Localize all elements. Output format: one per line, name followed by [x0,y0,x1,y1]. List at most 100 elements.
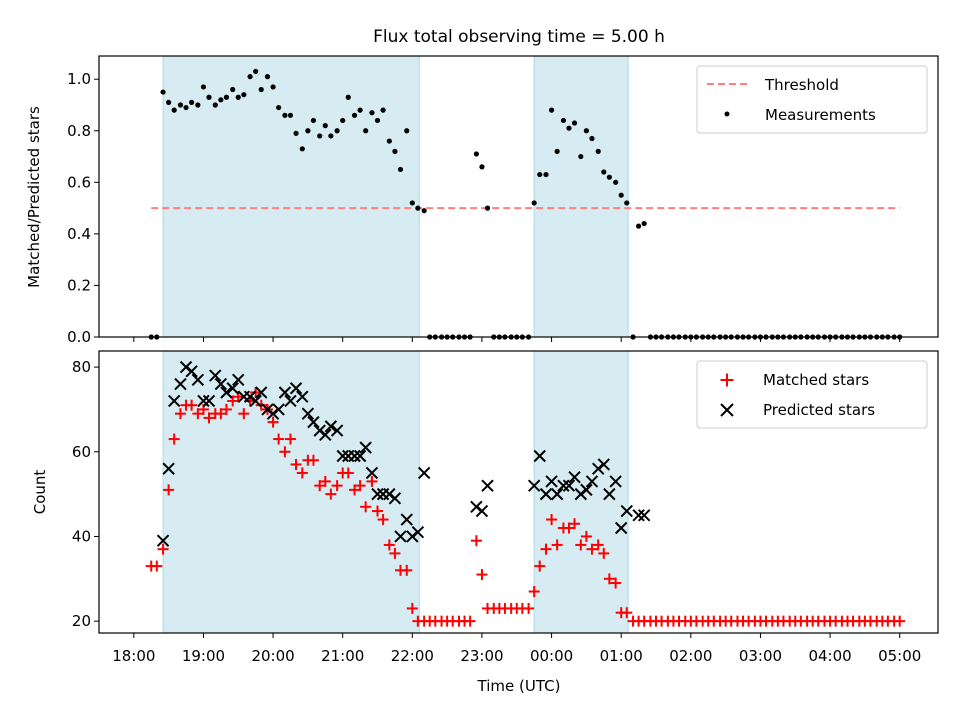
predicted-star-point [209,369,222,382]
x-tick-label: 20:00 [251,647,294,665]
top-y-tick-label: 0.4 [67,225,91,243]
predicted-star-point [289,382,303,395]
predicted-star-point [167,394,181,408]
matched-star-point [377,514,389,526]
measurement-point [235,94,241,100]
predicted-star-point [411,526,425,539]
predicted-star-point [174,377,187,391]
matched-star-point [319,475,331,487]
top-y-tick-label: 0.8 [67,122,91,140]
top-y-axis-label: Matched/Predicted stars [25,106,43,288]
measurement-point [589,135,595,142]
matched-star-point [540,543,552,555]
measurement-point [276,104,282,111]
matched-star-point [551,539,563,551]
x-tick-label: 22:00 [391,647,434,665]
predicted-star-point [162,462,175,475]
measurement-point [345,94,351,100]
bottom-y-tick-label: 40 [72,527,91,545]
predicted-star-point [255,386,268,399]
predicted-star-point [232,373,245,386]
matched-star-point [476,569,488,581]
measurement-point [618,192,624,198]
bottom-y-tick-label: 20 [72,612,91,630]
measurement-point [595,148,601,154]
measurement-point [566,125,572,131]
matched-star-point [163,484,175,496]
measurement-point [241,92,247,98]
observing-window-2 [533,55,629,338]
predicted-star-point [353,449,367,463]
measurement-point [223,94,230,100]
x-tick-label: 23:00 [460,647,503,665]
predicted-star-point [348,449,361,463]
predicted-star-point [562,479,576,492]
predicted-star-point [371,487,384,501]
bottom-y-ticks: 20 40 60 80 [72,358,99,630]
top-y-tick-label: 0.0 [67,328,91,346]
measurement-point [397,166,404,173]
predicted-star-point [330,424,344,437]
predicted-star-point [637,509,651,522]
measurement-point [404,128,410,134]
measurement-point [212,102,218,108]
predicted-star-point [580,483,593,497]
matched-star-point [174,408,186,420]
legend-predicted-swatch [720,403,734,417]
measurement-point [380,107,386,113]
measurement-point [636,223,642,229]
top-legend: Threshold Measurements [696,65,928,134]
predicted-star-point [359,441,372,454]
matched-star-point [325,488,337,500]
predicted-star-point [400,513,413,526]
predicted-star-point [220,386,233,399]
measurement-point [531,200,537,206]
measurement-point [310,117,317,124]
measurement-point [421,208,427,214]
x-tick-label: 21:00 [321,647,364,665]
predicted-star-point [585,475,599,488]
measurement-point [357,107,363,113]
predicted-star-point [614,521,628,535]
predicted-star-point [307,415,320,429]
measurement-point [287,112,294,118]
matched-star-point [366,475,378,487]
matched-star-point [546,514,558,526]
measurement-point [230,86,236,93]
measurement-point [606,174,612,180]
chart-title: Flux total observing time = 5.00 h [373,27,665,47]
measurement-point [351,112,358,118]
matched-star-point [267,416,279,428]
x-tick-label: 19:00 [182,647,225,665]
predicted-star-point [185,365,198,378]
legend-matched-swatch [720,373,734,387]
measurement-point [543,171,549,178]
measurement-point [293,130,299,136]
measurement-point [363,128,369,134]
matched-star-point [279,446,291,458]
matched-star-point [290,458,302,470]
predicted-star-point [197,394,210,408]
measurement-point [554,148,560,154]
matched-star-point [203,412,215,424]
matched-star-point [307,454,319,466]
matched-star-markers [145,386,906,627]
observing-window-shading [162,55,629,338]
measurement-point [264,74,271,80]
matched-star-point [342,467,354,479]
legend-threshold-label: Threshold [764,76,839,94]
predicted-star-point [568,470,581,484]
top-x-ticks [133,337,901,342]
predicted-star-markers [156,360,651,547]
x-tick-label: 18:00 [112,647,155,665]
matched-star-point [592,539,604,551]
measurement-point [317,133,323,139]
matched-star-point [389,547,401,559]
matched-star-point [360,501,372,513]
legend-measurements-swatch [724,111,730,117]
predicted-star-point [539,487,553,501]
top-y-tick-label: 0.6 [67,173,91,191]
predicted-star-point [272,403,285,416]
predicted-star-point [191,373,205,386]
